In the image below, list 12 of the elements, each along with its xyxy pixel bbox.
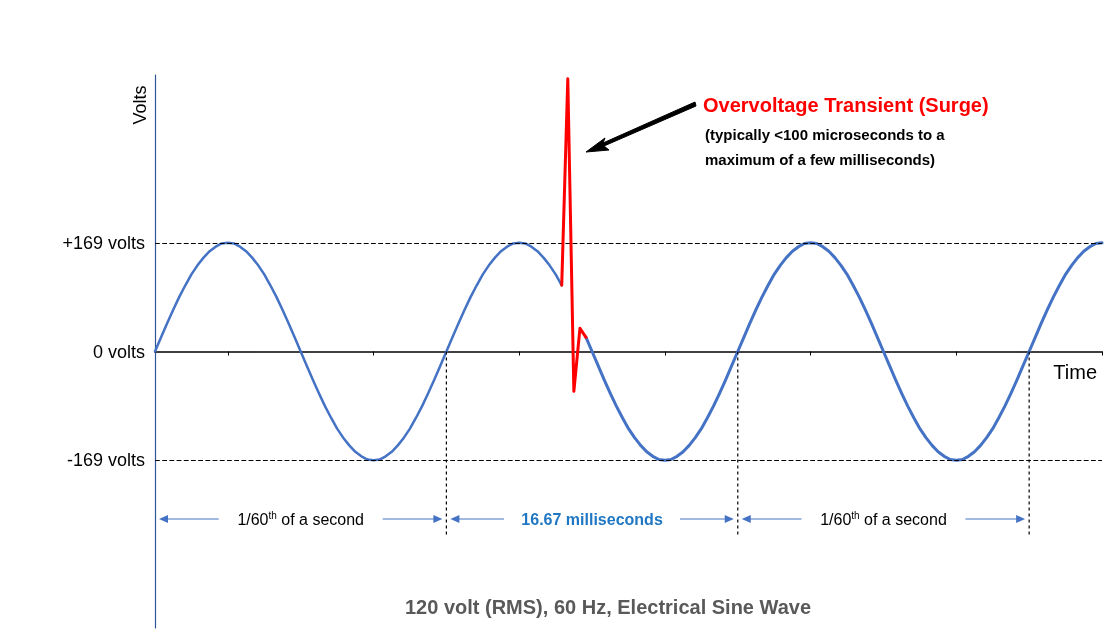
line-series (584, 241, 1104, 462)
y-tick-label: +169 volts (62, 232, 145, 253)
line-series (560, 77, 588, 393)
annotation: Overvoltage Transient (Surge) (703, 94, 989, 116)
y-tick-label: 0 volts (92, 341, 145, 362)
annotation: 16.67 milliseconds (521, 510, 663, 528)
text: 120 volt (RMS), 60 Hz, Electrical Sine Wave (404, 596, 812, 618)
annotation: (typically <100 microseconds to a maximum of a few milliseconds) (705, 126, 949, 168)
y-axis-title: Volts (130, 85, 150, 125)
line-series (153, 241, 563, 462)
x-axis-title: Time (1053, 361, 1097, 383)
y-tick-label: -169 volts (66, 450, 145, 471)
